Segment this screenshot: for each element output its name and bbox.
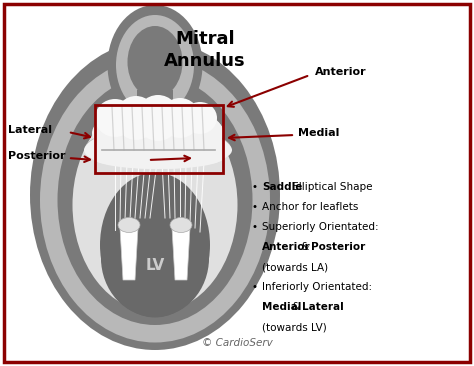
Ellipse shape <box>184 105 216 135</box>
Ellipse shape <box>99 102 137 138</box>
Text: Mitral: Mitral <box>175 30 235 48</box>
Text: Lateral: Lateral <box>8 125 52 135</box>
Ellipse shape <box>115 96 157 140</box>
Text: Posterior: Posterior <box>311 242 366 252</box>
Text: Medial: Medial <box>262 302 301 312</box>
Ellipse shape <box>85 128 230 168</box>
Text: LV: LV <box>146 258 164 273</box>
Text: Anchor for leaflets: Anchor for leaflets <box>262 202 358 212</box>
Ellipse shape <box>93 105 223 160</box>
Text: (towards LV): (towards LV) <box>262 322 327 332</box>
Ellipse shape <box>92 148 224 168</box>
Ellipse shape <box>160 98 200 138</box>
Ellipse shape <box>116 15 194 115</box>
Ellipse shape <box>118 99 158 141</box>
Ellipse shape <box>95 99 135 137</box>
Bar <box>95 105 223 173</box>
Text: Posterior: Posterior <box>8 151 65 161</box>
Ellipse shape <box>92 107 224 159</box>
Text: &: & <box>298 242 313 252</box>
Ellipse shape <box>93 147 223 169</box>
Ellipse shape <box>118 217 140 232</box>
Text: Lateral: Lateral <box>302 302 344 312</box>
Polygon shape <box>127 90 183 130</box>
Ellipse shape <box>101 199 209 317</box>
Polygon shape <box>120 228 138 280</box>
Text: •: • <box>252 182 261 192</box>
Ellipse shape <box>57 75 253 325</box>
Ellipse shape <box>128 26 182 98</box>
Ellipse shape <box>183 102 217 134</box>
Ellipse shape <box>30 40 280 350</box>
Text: •: • <box>252 282 261 292</box>
Ellipse shape <box>136 95 180 141</box>
Text: Anterior: Anterior <box>262 242 310 252</box>
Text: •: • <box>252 222 261 232</box>
Ellipse shape <box>100 172 210 317</box>
Polygon shape <box>137 90 173 130</box>
Text: (towards LA): (towards LA) <box>262 262 328 272</box>
Ellipse shape <box>108 5 202 125</box>
Ellipse shape <box>162 101 200 139</box>
Polygon shape <box>120 90 190 130</box>
Text: Medial: Medial <box>298 128 339 138</box>
Text: &: & <box>289 302 304 312</box>
Text: Annulus: Annulus <box>164 52 246 70</box>
Ellipse shape <box>170 217 192 232</box>
Text: © CardioServ: © CardioServ <box>201 338 273 348</box>
Text: •: • <box>252 202 261 212</box>
Polygon shape <box>172 228 190 280</box>
Text: Anterior: Anterior <box>315 67 366 77</box>
Ellipse shape <box>40 57 270 343</box>
Ellipse shape <box>84 131 232 169</box>
Ellipse shape <box>73 97 237 313</box>
Text: Saddle: Saddle <box>262 182 302 192</box>
Text: Inferiorly Orientated:: Inferiorly Orientated: <box>262 282 372 292</box>
Ellipse shape <box>139 97 181 142</box>
Text: Superiorly Orientated:: Superiorly Orientated: <box>262 222 379 232</box>
Text: Elliptical Shape: Elliptical Shape <box>289 182 373 192</box>
